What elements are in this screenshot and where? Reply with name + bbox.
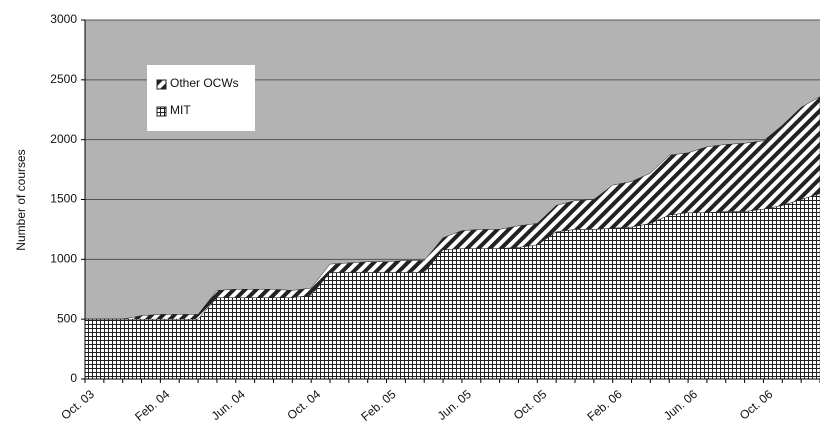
y-tick-label: 3000	[50, 12, 77, 26]
x-tick-label: Oct. 03	[58, 387, 97, 423]
legend-box	[147, 65, 255, 131]
x-tick-label: Oct. 06	[737, 387, 776, 423]
legend-label: MIT	[170, 103, 191, 117]
x-tick-label: Feb. 06	[584, 387, 624, 424]
y-tick-label: 2000	[50, 132, 77, 146]
y-tick-label: 500	[57, 311, 77, 325]
x-tick-label: Feb. 04	[132, 387, 172, 424]
legend-swatch	[156, 106, 167, 117]
y-tick-label: 2500	[50, 72, 77, 86]
y-tick-label: 0	[70, 371, 77, 385]
y-tick-label: 1500	[50, 192, 77, 206]
x-tick-label: Jun. 05	[435, 387, 474, 423]
legend-label: Other OCWs	[170, 76, 239, 90]
legend-swatch	[156, 79, 167, 90]
x-tick-label: Feb. 05	[358, 387, 398, 424]
x-tick-label: Jun. 06	[661, 387, 700, 423]
x-tick-label: Jun. 04	[209, 387, 248, 423]
x-tick-label: Oct. 04	[284, 387, 323, 423]
y-axis-label: Number of courses	[14, 149, 28, 250]
area	[85, 96, 820, 320]
y-tick-label: 1000	[50, 252, 77, 266]
x-tick-label: Oct. 05	[511, 387, 550, 423]
legend: Other OCWs MIT	[147, 65, 255, 131]
